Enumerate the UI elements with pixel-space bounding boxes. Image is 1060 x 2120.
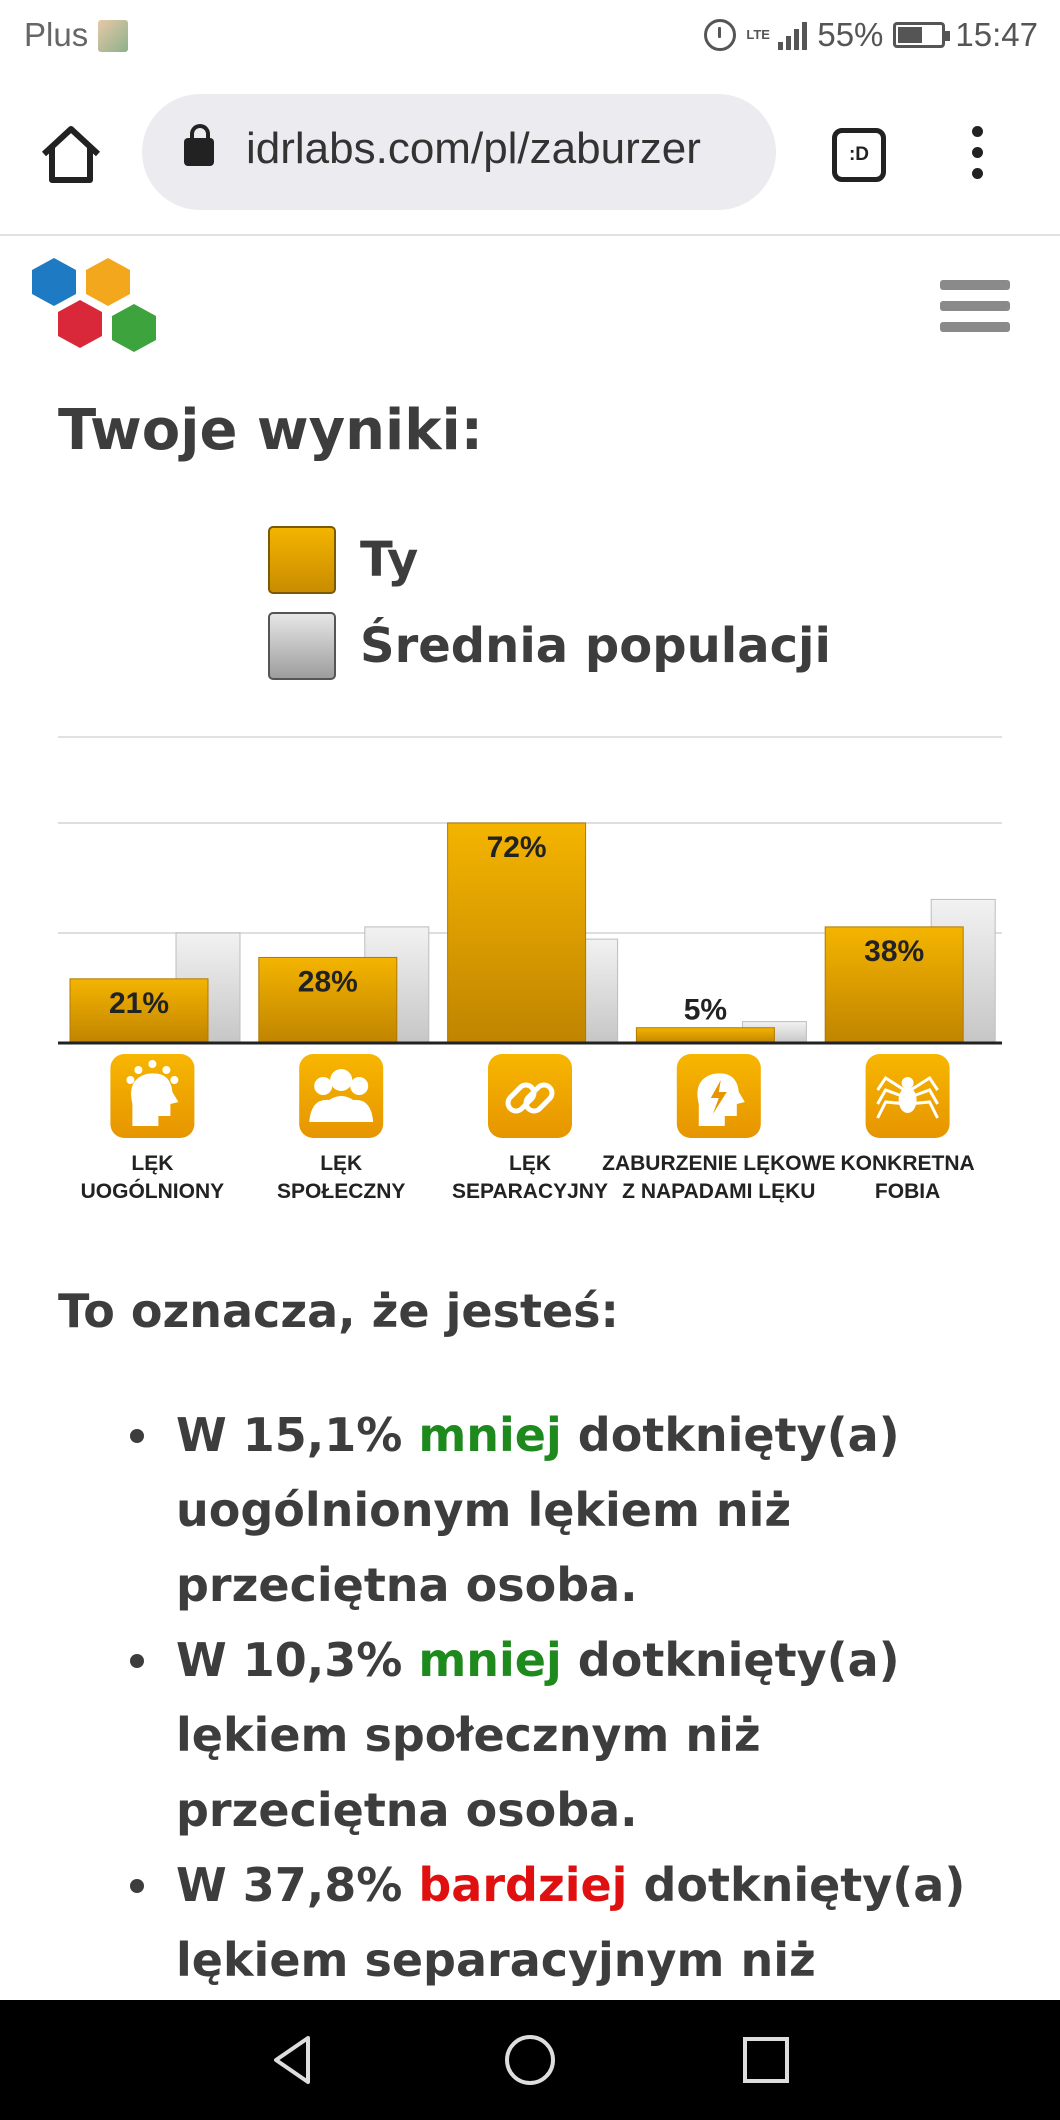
results-list: W 15,1% mniej dotknięty(a) uogólnionym l… — [120, 1398, 1020, 1998]
bar-you — [447, 822, 587, 1044]
bar-you — [824, 926, 964, 1044]
legend-label: Średnia populacji — [360, 618, 831, 674]
head-lightning-icon — [676, 1054, 761, 1138]
home-nav-icon[interactable] — [502, 2032, 558, 2088]
tab-switcher-button[interactable]: :D — [832, 128, 886, 182]
bar-you — [258, 956, 398, 1044]
battery-percent: 55% — [817, 16, 884, 53]
category-label: ZABURZENIE LĘKOWE — [602, 1152, 835, 1175]
back-icon[interactable] — [266, 2032, 322, 2088]
alarm-icon — [704, 19, 737, 51]
chain-link-icon — [488, 1054, 572, 1138]
legend-swatch-you — [268, 526, 336, 594]
battery-icon — [893, 22, 951, 48]
home-icon[interactable] — [38, 122, 104, 188]
list-item: W 10,3% mniej dotknięty(a) lękiem społec… — [120, 1623, 1020, 1848]
group-icon — [299, 1054, 384, 1138]
clock: 15:47 — [955, 16, 1038, 53]
site-logo[interactable] — [26, 256, 162, 360]
carrier-avatar-icon — [98, 20, 128, 52]
category-label: LĘK — [131, 1152, 173, 1175]
url-bar[interactable]: idrlabs.com/pl/zaburzer — [142, 94, 776, 210]
recents-icon[interactable] — [738, 2032, 794, 2088]
bar-value-label: 28% — [298, 965, 358, 998]
legend-label: Ty — [360, 532, 419, 588]
carrier-name: Plus — [24, 16, 89, 53]
status-bar: Plus LTE 55% 15:47 — [0, 0, 1060, 72]
lte-indicator: LTE — [746, 27, 770, 42]
category-label: SEPARACYJNY — [452, 1180, 608, 1203]
status-icons: LTE 55% 15:47 — [704, 16, 1038, 54]
bar-value-label: 5% — [684, 994, 727, 1027]
list-item: W 15,1% mniej dotknięty(a) uogólnionym l… — [120, 1398, 1020, 1623]
category-label: LĘK — [509, 1152, 551, 1175]
lock-icon — [184, 124, 214, 166]
category-label: SPOŁECZNY — [277, 1180, 405, 1203]
divider — [58, 736, 1002, 738]
list-item: W 37,8% bardziej dotknięty(a) lękiem sep… — [120, 1848, 1020, 1998]
legend-swatch-average — [268, 612, 336, 680]
bar-you — [69, 978, 209, 1044]
category-label: Z NAPADAMI LĘKU — [622, 1180, 815, 1203]
results-bar-chart: 21% 28% 72% 5% 38% LĘK UOGÓLNIONY LĘK SPOŁECZNY… — [58, 822, 1002, 1203]
legend-item-you: Ty — [268, 524, 831, 596]
legend-item-average: Średnia populacji — [268, 610, 831, 682]
url-text[interactable]: idrlabs.com/pl/zaburzer — [246, 124, 701, 173]
category-label: FOBIA — [875, 1180, 940, 1203]
bar-value-label: 72% — [487, 831, 547, 864]
bar-value-label: 21% — [109, 987, 169, 1020]
browser-toolbar: idrlabs.com/pl/zaburzer :D — [0, 72, 1060, 236]
overflow-menu-icon[interactable] — [962, 126, 992, 186]
bar-you — [635, 1027, 775, 1044]
page-title: Twoje wyniki: — [58, 398, 484, 463]
bar-value-label: 38% — [864, 935, 924, 968]
spider-icon — [865, 1054, 950, 1138]
category-label: UOGÓLNIONY — [81, 1179, 225, 1203]
category-label: KONKRETNA — [841, 1152, 975, 1175]
results-subtitle: To oznacza, że jesteś: — [58, 1284, 619, 1338]
chart-legend: Ty Średnia populacji — [268, 524, 831, 696]
system-nav-bar — [0, 2000, 1060, 2120]
signal-icon — [778, 20, 808, 50]
head-ideas-icon — [110, 1054, 195, 1138]
hamburger-menu-icon[interactable] — [940, 280, 1010, 338]
category-label: LĘK — [320, 1152, 362, 1175]
